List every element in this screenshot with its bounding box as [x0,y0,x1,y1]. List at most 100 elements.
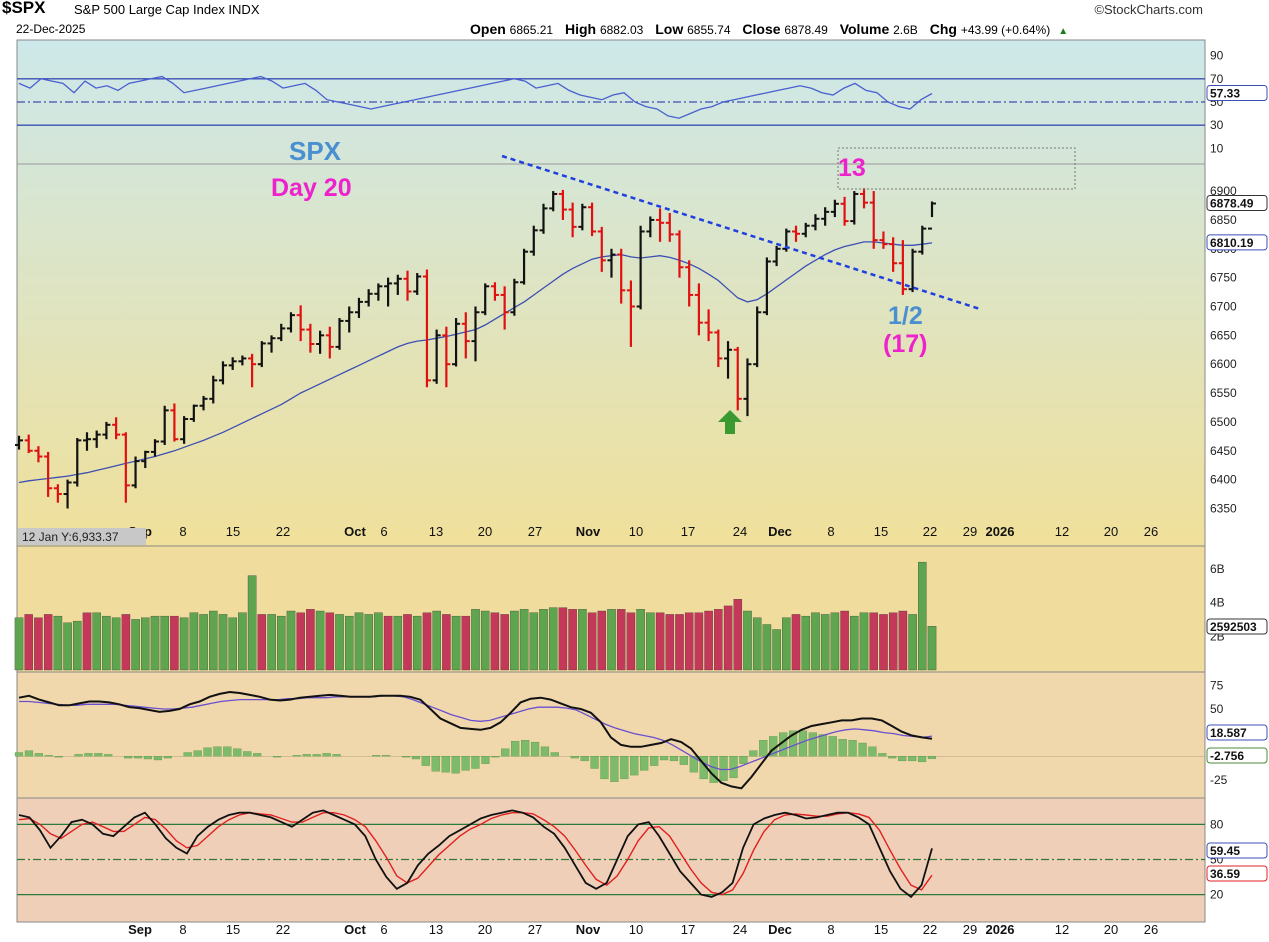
price-bar [199,395,208,411]
price-bar [510,278,519,316]
price-bar [714,329,723,368]
price-bar [704,309,713,342]
volume-bar [247,575,257,671]
macd-histogram-bar [312,754,321,757]
macd-histogram-bar [213,746,222,757]
volume-bar [772,629,781,671]
x-tick-label: Oct [344,922,366,937]
macd-histogram-bar [689,756,698,773]
volume-bar [694,612,704,671]
price-bar [830,199,839,218]
price-bar [180,416,189,444]
price-bar [393,274,402,295]
seventeen-annotation: (17) [883,330,927,358]
volume-bar [704,610,713,671]
price-tick-label: 6900 [1210,184,1237,198]
price-bar [92,430,101,448]
macd-histogram-bar [272,756,282,758]
price-bar [44,451,53,497]
volume-bar [578,609,587,671]
price-bar [82,432,91,451]
volume-bar [500,614,509,671]
price-bar [335,318,344,350]
volume-bar [345,615,354,671]
macd-histogram-bar [550,752,559,757]
volume-bar [73,620,82,671]
ohlc-summary: Open 6865.21 High 6882.03 Low 6855.74 Cl… [470,21,1068,37]
macd-histogram-bar [203,747,212,757]
price-bar [267,335,276,353]
chg-value: +43.99 (+0.64%) [960,23,1051,37]
macd-histogram-bar [878,753,887,757]
price-bar [73,438,82,487]
price-bar [753,306,762,368]
half-annotation: 1/2 [888,302,923,330]
cursor-label: 12 Jan Y:6,933.37 [22,530,119,544]
volume-bar [568,609,577,671]
price-bar [24,434,33,454]
stochastics-tick-label: 20 [1210,888,1224,902]
volume-bar [908,614,917,671]
macd-histogram-bar [927,756,937,759]
price-bar [743,358,752,417]
macd-histogram-bar [104,754,113,757]
macd-last-value: 18.587 [1210,726,1247,740]
price-bar [471,306,480,362]
volume-bar [277,615,286,671]
macd-histogram-bar [828,736,837,757]
price-bar [102,421,111,440]
price-bar [869,191,878,249]
price-bar [792,225,801,242]
volume-bar [412,615,422,671]
price-bar [209,375,218,404]
volume-bar [53,615,63,671]
price-bar [918,225,927,255]
close-label: Close [742,21,781,37]
volume-bar [296,612,305,671]
macd-histogram-bar [44,755,53,757]
price-bar [860,188,869,209]
x-tick-label: 6 [380,524,387,539]
price-bar [345,306,354,333]
macd-histogram-bar [838,739,847,757]
volume-bar [82,612,92,671]
price-bar [617,248,626,304]
macd-histogram-bar [709,756,718,783]
x-tick-label: 15 [874,922,888,937]
macd-tick-label: 50 [1210,702,1224,716]
low-value: 6855.74 [687,23,731,37]
volume-bar [228,617,237,671]
price-bar [15,435,23,450]
volume-bar [519,609,529,671]
price-bar [141,450,150,469]
price-bar [277,323,286,342]
price-bar [772,245,781,267]
volume-bar [529,612,539,671]
volume-bar [43,614,53,671]
volume-bar [820,614,830,671]
open-label: Open [470,21,506,37]
x-tick-label: Nov [576,524,601,539]
x-tick-label: 15 [874,524,888,539]
volume-bar [927,626,937,671]
x-tick-label: 29 [963,524,977,539]
macd-histogram-bar [570,756,579,759]
macd-histogram-bar [610,756,619,782]
macd-histogram-bar [153,756,163,761]
volume-bar [257,614,267,671]
price-bar [238,355,247,366]
price-bar [724,341,733,379]
macd-histogram-bar [511,740,520,757]
price-bar [500,286,509,330]
rsi-line [18,75,933,119]
price-bar [675,230,684,278]
volume-bar [442,614,451,671]
macd-line [18,690,933,790]
price-tick-label: 6750 [1210,271,1237,285]
volume-label: Volume [839,21,890,37]
x-tick-label: 13 [429,524,443,539]
volume-bar [510,610,519,671]
macd-histogram-bar [124,756,133,759]
macd-histogram-bar [253,753,262,757]
